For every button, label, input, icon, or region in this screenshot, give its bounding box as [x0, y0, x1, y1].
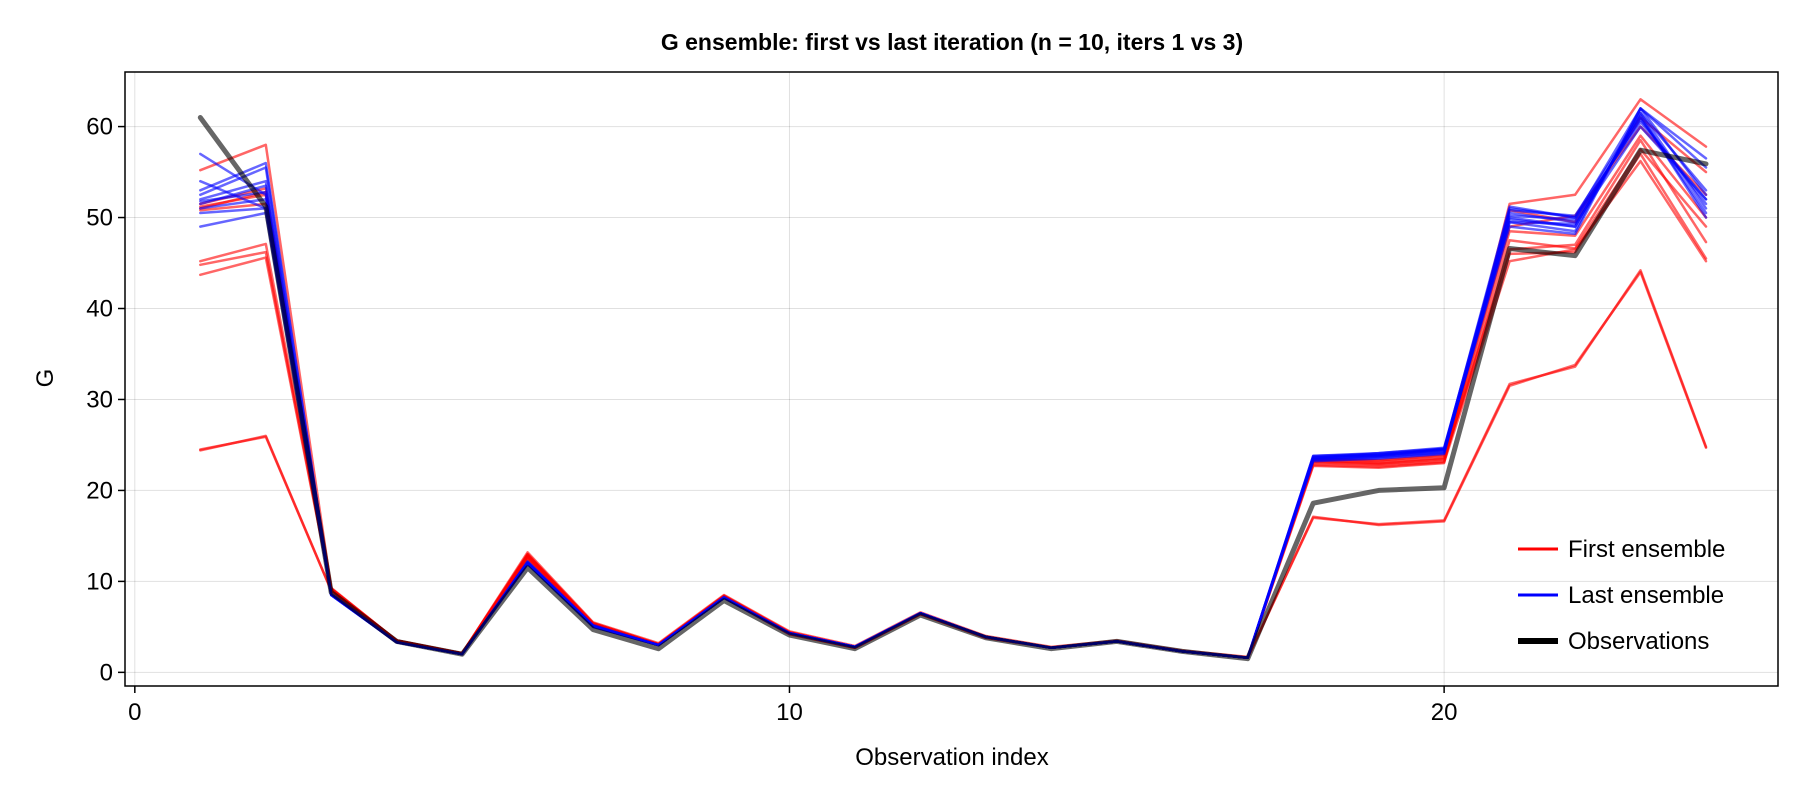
x-axis: 0 10 20	[128, 686, 1457, 726]
x-tick-label: 20	[1431, 699, 1458, 726]
y-tick-label: 10	[86, 568, 113, 595]
x-axis-label: Observation index	[855, 744, 1048, 771]
y-tick-label: 50	[86, 205, 113, 232]
legend: First ensemble Last ensemble Observations	[1518, 536, 1725, 655]
plot-frame	[124, 71, 1779, 687]
x-tick-label: 0	[128, 699, 141, 726]
y-tick-label: 60	[86, 114, 113, 141]
y-tick-label: 0	[100, 659, 113, 686]
legend-label-observations: Observations	[1568, 628, 1709, 655]
x-tick-label: 10	[776, 699, 803, 726]
y-tick-label: 30	[86, 386, 113, 413]
y-tick-label: 40	[86, 296, 113, 323]
grid-lines	[125, 72, 1778, 686]
y-axis: 0 10 20 30 40 50 60	[86, 114, 125, 686]
series-line-observations	[197, 115, 1709, 662]
legend-label-last: Last ensemble	[1568, 582, 1724, 609]
y-axis-label: G	[32, 369, 59, 388]
chart-title: G ensemble: first vs last iteration (n =…	[661, 29, 1243, 55]
series-lines	[197, 98, 1709, 662]
legend-label-first: First ensemble	[1568, 536, 1725, 563]
y-tick-label: 20	[86, 477, 113, 504]
